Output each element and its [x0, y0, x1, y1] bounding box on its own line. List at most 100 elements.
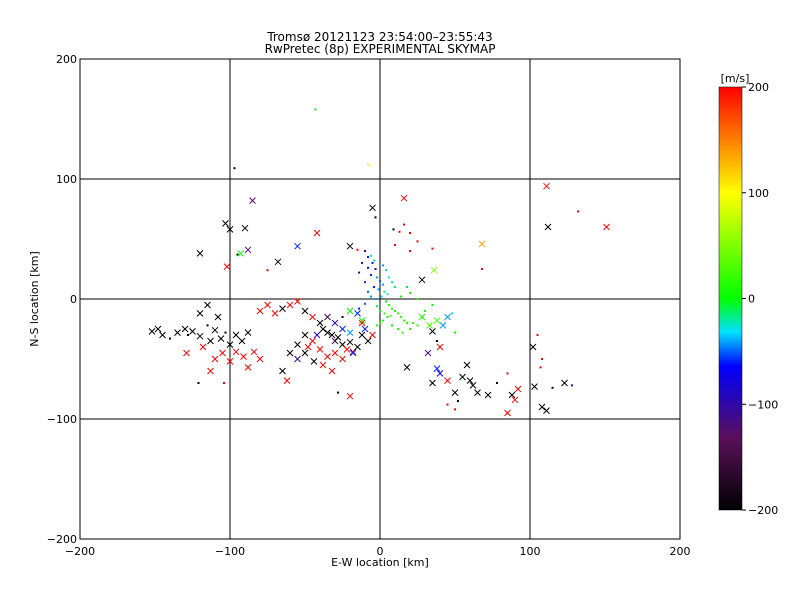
data-point-dot [457, 400, 459, 402]
data-point-dot [197, 382, 200, 384]
data-point-dot [403, 223, 405, 226]
data-point-dot [364, 250, 366, 252]
data-point-cross [343, 346, 351, 353]
data-point-cross [316, 346, 324, 353]
data-point-dot [376, 276, 378, 279]
data-point-cross [196, 310, 204, 317]
y-tick-label: −100 [47, 413, 77, 426]
data-point-dot [431, 247, 434, 250]
data-point-cross [349, 349, 357, 357]
data-point-cross [358, 319, 366, 327]
data-point-cross [301, 307, 309, 315]
data-point-cross [249, 197, 256, 204]
data-point-cross [339, 355, 346, 363]
data-point-cross [544, 223, 552, 231]
data-point-cross [256, 355, 264, 363]
data-point-cross [189, 328, 196, 335]
x-tick-label: 100 [520, 545, 541, 558]
data-point-cross [354, 343, 361, 351]
data-point-cross [294, 341, 301, 348]
x-tick-label: −100 [215, 545, 245, 558]
data-point-cross [514, 385, 522, 393]
data-point-cross [244, 364, 252, 371]
data-point-dot [382, 319, 384, 322]
data-point-dot [382, 264, 384, 267]
data-point-cross [603, 223, 610, 231]
data-point-cross [469, 382, 477, 389]
data-point-dot [397, 312, 399, 315]
data-point-dot [416, 324, 419, 327]
data-point-cross [226, 341, 234, 348]
data-point-cross [369, 204, 376, 212]
data-point-cross [309, 313, 316, 321]
data-point-dot [364, 281, 366, 284]
data-point-cross [346, 392, 354, 400]
data-point-dot [370, 295, 372, 298]
data-point-dot [389, 314, 392, 317]
data-point-dot [364, 302, 366, 305]
data-point-cross [313, 229, 321, 237]
data-point-dot [367, 266, 369, 269]
data-point-dot [374, 216, 377, 219]
data-point-dot [551, 386, 554, 389]
chart-subtitle: RwPretec (8p) EXPERIMENTAL SKYMAP [265, 42, 496, 56]
data-point-dot [266, 269, 269, 272]
data-point-dot [412, 322, 414, 324]
data-point-cross [217, 335, 225, 342]
data-point-cross [429, 379, 436, 387]
colorbar-tick-label: 200 [748, 81, 769, 94]
data-point-cross [334, 334, 342, 341]
data-points [148, 108, 610, 417]
colorbar-tick-label: −100 [748, 398, 778, 411]
data-point-cross [400, 194, 408, 202]
data-point-dot [367, 256, 369, 258]
data-point-cross [294, 355, 301, 363]
data-point-cross [433, 365, 441, 372]
data-point-cross [561, 379, 568, 387]
data-point-cross [361, 325, 369, 333]
colorbar-tick-label: 0 [748, 293, 755, 306]
data-point-cross [301, 349, 309, 357]
data-point-dot [376, 305, 378, 308]
data-point-cross [154, 325, 162, 333]
data-point-dot [385, 269, 387, 272]
colorbar-tick-label: −200 [748, 504, 778, 517]
data-point-cross [466, 377, 474, 384]
data-point-cross [174, 329, 181, 336]
data-point-cross [369, 331, 376, 339]
y-tick-label: 0 [70, 293, 77, 306]
data-point-cross [364, 337, 372, 345]
data-point-cross [504, 409, 511, 417]
data-point-dot [406, 286, 408, 288]
data-point-dot [391, 324, 393, 327]
colorbar [718, 86, 743, 511]
gridlines [80, 59, 680, 539]
data-point-cross [508, 391, 516, 399]
data-point-dot [341, 316, 344, 318]
data-point-cross [264, 301, 271, 309]
data-point-dot [391, 281, 393, 284]
data-point-cross [429, 328, 436, 335]
data-point-dot [424, 310, 426, 312]
data-point-dot [377, 288, 380, 291]
data-point-dot [454, 408, 456, 411]
chart-title: Tromsø 20121123 23:54:00–23:55:43 [266, 30, 492, 44]
data-point-cross [232, 331, 240, 339]
data-point-dot [506, 372, 509, 375]
data-point-dot [409, 250, 411, 252]
data-point-cross [463, 361, 471, 369]
data-point-cross [196, 332, 204, 340]
data-point-dot [383, 290, 386, 293]
data-point-cross [430, 266, 438, 274]
data-point-cross [223, 263, 231, 270]
y-tick-label: 100 [56, 173, 77, 186]
data-point-cross [444, 313, 451, 321]
data-point-cross [436, 343, 444, 351]
colorbar-tick-label: 100 [748, 187, 769, 200]
data-point-dot [406, 322, 408, 324]
data-point-dot [577, 210, 579, 213]
data-point-dot [400, 316, 402, 318]
data-point-cross [346, 329, 354, 336]
data-point-cross [181, 325, 189, 333]
data-point-cross [207, 337, 214, 345]
